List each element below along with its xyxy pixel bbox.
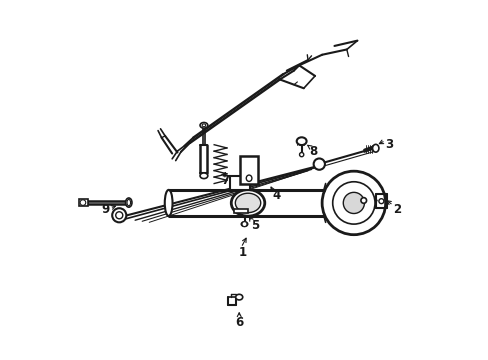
Ellipse shape bbox=[246, 175, 251, 181]
Circle shape bbox=[343, 192, 364, 213]
Ellipse shape bbox=[200, 122, 207, 128]
Text: 2: 2 bbox=[392, 203, 400, 216]
Ellipse shape bbox=[235, 294, 242, 300]
Ellipse shape bbox=[200, 173, 207, 179]
Ellipse shape bbox=[125, 198, 132, 207]
Circle shape bbox=[332, 182, 374, 224]
Text: 7: 7 bbox=[221, 174, 229, 186]
Circle shape bbox=[242, 222, 246, 226]
Circle shape bbox=[378, 199, 383, 204]
Ellipse shape bbox=[241, 222, 247, 226]
Text: 4: 4 bbox=[271, 189, 280, 202]
Text: 9: 9 bbox=[101, 203, 109, 216]
Circle shape bbox=[313, 158, 324, 170]
Circle shape bbox=[299, 153, 303, 157]
Polygon shape bbox=[240, 156, 257, 184]
Text: 1: 1 bbox=[238, 246, 246, 259]
Circle shape bbox=[80, 200, 85, 206]
Circle shape bbox=[116, 212, 122, 219]
Text: 3: 3 bbox=[384, 138, 392, 151]
Text: 5: 5 bbox=[250, 219, 259, 232]
Text: 8: 8 bbox=[308, 145, 317, 158]
Ellipse shape bbox=[372, 144, 378, 152]
Circle shape bbox=[112, 208, 126, 222]
Ellipse shape bbox=[231, 190, 264, 216]
Ellipse shape bbox=[202, 124, 205, 127]
Polygon shape bbox=[79, 199, 87, 206]
Ellipse shape bbox=[296, 137, 306, 145]
Circle shape bbox=[360, 198, 366, 203]
Polygon shape bbox=[233, 209, 247, 213]
Ellipse shape bbox=[235, 193, 260, 213]
Ellipse shape bbox=[127, 199, 130, 206]
Ellipse shape bbox=[164, 190, 172, 216]
Circle shape bbox=[322, 171, 385, 235]
Text: 6: 6 bbox=[235, 316, 243, 329]
Polygon shape bbox=[230, 176, 249, 190]
